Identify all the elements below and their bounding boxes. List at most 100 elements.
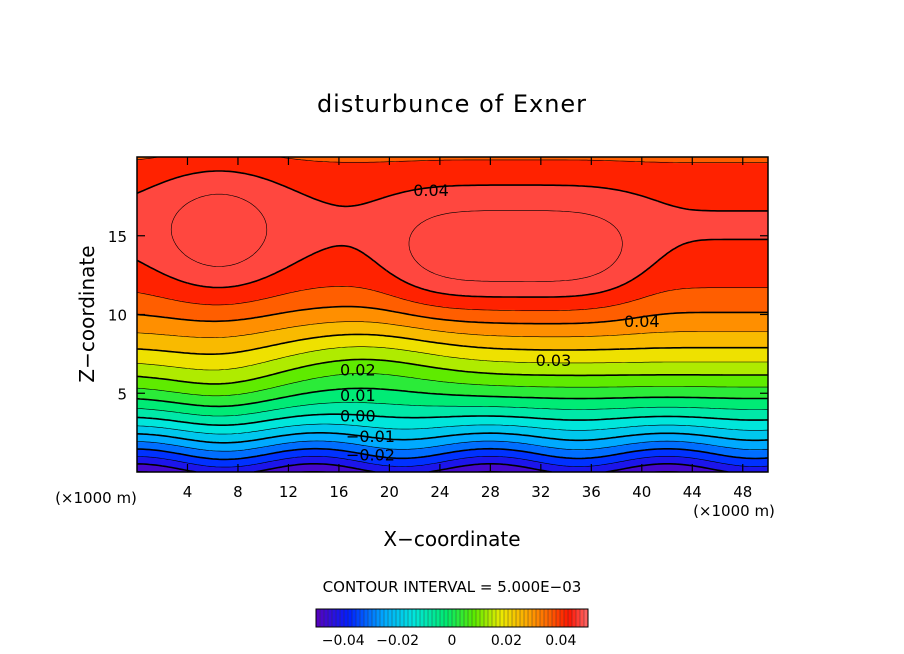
colorbar-cell bbox=[416, 609, 421, 627]
colorbar-cell bbox=[580, 609, 585, 627]
colorbar-cell bbox=[384, 609, 389, 627]
colorbar-cell bbox=[564, 609, 569, 627]
contour-line bbox=[137, 333, 768, 355]
colorbar-frame bbox=[315, 608, 589, 628]
x-tick-label: 12 bbox=[279, 483, 298, 501]
colorbar-cell bbox=[496, 609, 501, 627]
colorbar-cell bbox=[552, 609, 557, 627]
colorbar-cell bbox=[364, 609, 369, 627]
y-axis-label: Z−coordinate bbox=[75, 245, 99, 382]
x-tick-label: 8 bbox=[233, 483, 243, 501]
contour-line bbox=[137, 413, 768, 426]
contour-line bbox=[137, 447, 768, 461]
colorbar-cell bbox=[412, 609, 417, 627]
y-tick-label: 5 bbox=[117, 385, 127, 403]
colorbar-cell bbox=[484, 609, 489, 627]
colorbar-cell bbox=[428, 609, 433, 627]
colorbar-cell bbox=[380, 609, 385, 627]
contour-labels: 0.04 0.04 0.03 0.02 0.010.00 −0.01−0.02 bbox=[340, 181, 660, 465]
x-tick-label: 16 bbox=[329, 483, 348, 501]
contour-line bbox=[137, 170, 768, 298]
colorbar-cell bbox=[516, 609, 521, 627]
contour-line bbox=[137, 358, 768, 385]
y-tick-label: 10 bbox=[108, 307, 127, 325]
colorbar-cell bbox=[460, 609, 465, 627]
colorbar-cell bbox=[372, 609, 377, 627]
x-tick-label: 28 bbox=[481, 483, 500, 501]
colorbar-cell bbox=[316, 609, 321, 627]
colorbar-cell bbox=[452, 609, 457, 627]
contour-line bbox=[137, 432, 768, 444]
contour-line bbox=[137, 346, 768, 371]
colorbar-tick-label: −0.02 bbox=[376, 633, 419, 649]
contour-label: 0.04 bbox=[624, 312, 660, 331]
colorbar-cell bbox=[432, 609, 437, 627]
colorbar-tick-label: −0.04 bbox=[322, 633, 365, 649]
colorbar-cell bbox=[480, 609, 485, 627]
chart-title: disturbunce of Exner bbox=[317, 90, 587, 118]
colorbar-cell bbox=[348, 609, 353, 627]
contour-line bbox=[137, 423, 768, 435]
colorbar-cell bbox=[332, 609, 337, 627]
colorbar-cell bbox=[340, 609, 345, 627]
x-tick-label: 32 bbox=[531, 483, 550, 501]
x-axis-ticks: 4 8 12 16 20 24 28 32 36 40 44 48 bbox=[183, 157, 752, 501]
colorbar-cell bbox=[576, 609, 581, 627]
colorbar-cell bbox=[360, 609, 365, 627]
colorbar-cell bbox=[424, 609, 429, 627]
contour-label: 0.00 bbox=[340, 406, 376, 425]
colorbar-cell bbox=[572, 609, 577, 627]
contour-line bbox=[137, 373, 768, 397]
contour-line bbox=[137, 456, 768, 468]
y-axis-ticks: 5 10 15 bbox=[108, 228, 768, 403]
colorbar-cell bbox=[544, 609, 549, 627]
colorbar-cell bbox=[388, 609, 393, 627]
colorbar-cell bbox=[436, 609, 441, 627]
x-unit-right: (×1000 m) bbox=[693, 502, 775, 520]
contour-label: 0.01 bbox=[340, 386, 376, 405]
colorbar-cell bbox=[400, 609, 405, 627]
colorbar-cell bbox=[508, 609, 513, 627]
colorbar-cell bbox=[368, 609, 373, 627]
contour-interval-text: CONTOUR INTERVAL = 5.000E−03 bbox=[323, 578, 582, 596]
colorbar-cell bbox=[344, 609, 349, 627]
colorbar-cell bbox=[492, 609, 497, 627]
colorbar-cell bbox=[504, 609, 509, 627]
colorbar-cell bbox=[444, 609, 449, 627]
colorbar-cell bbox=[464, 609, 469, 627]
contour-line bbox=[137, 402, 768, 417]
colorbar-cell bbox=[392, 609, 397, 627]
contour-line bbox=[137, 440, 768, 452]
colorbar-cell bbox=[556, 609, 561, 627]
x-tick-label: 24 bbox=[430, 483, 449, 501]
colorbar-cell bbox=[448, 609, 453, 627]
colorbar-cell bbox=[548, 609, 553, 627]
colorbar-cell bbox=[420, 609, 425, 627]
colorbar-cell bbox=[512, 609, 517, 627]
colorbar-cell bbox=[520, 609, 525, 627]
y-tick-label: 15 bbox=[108, 228, 127, 246]
contour-label: 0.02 bbox=[340, 361, 376, 380]
colorbar-cell bbox=[472, 609, 477, 627]
colorbar-cell bbox=[532, 609, 537, 627]
colorbar-cell bbox=[540, 609, 545, 627]
x-axis-label: X−coordinate bbox=[383, 527, 520, 551]
contour-label: 0.03 bbox=[536, 351, 572, 370]
x-tick-label: 48 bbox=[733, 483, 752, 501]
colorbar-cell bbox=[524, 609, 529, 627]
colorbar-cell bbox=[476, 609, 481, 627]
contour-line bbox=[137, 321, 768, 338]
colorbar-tick-label: 0.02 bbox=[491, 633, 522, 649]
contour-line bbox=[137, 157, 768, 311]
colorbar-cell bbox=[324, 609, 329, 627]
x-tick-label: 4 bbox=[183, 483, 193, 501]
colorbar-cell bbox=[404, 609, 409, 627]
colorbar-cell bbox=[396, 609, 401, 627]
colorbar-cell bbox=[500, 609, 505, 627]
x-tick-label: 20 bbox=[380, 483, 399, 501]
colorbar-cell bbox=[528, 609, 533, 627]
x-tick-label: 36 bbox=[582, 483, 601, 501]
colorbar-cell bbox=[584, 609, 589, 627]
colorbar-cell bbox=[468, 609, 473, 627]
